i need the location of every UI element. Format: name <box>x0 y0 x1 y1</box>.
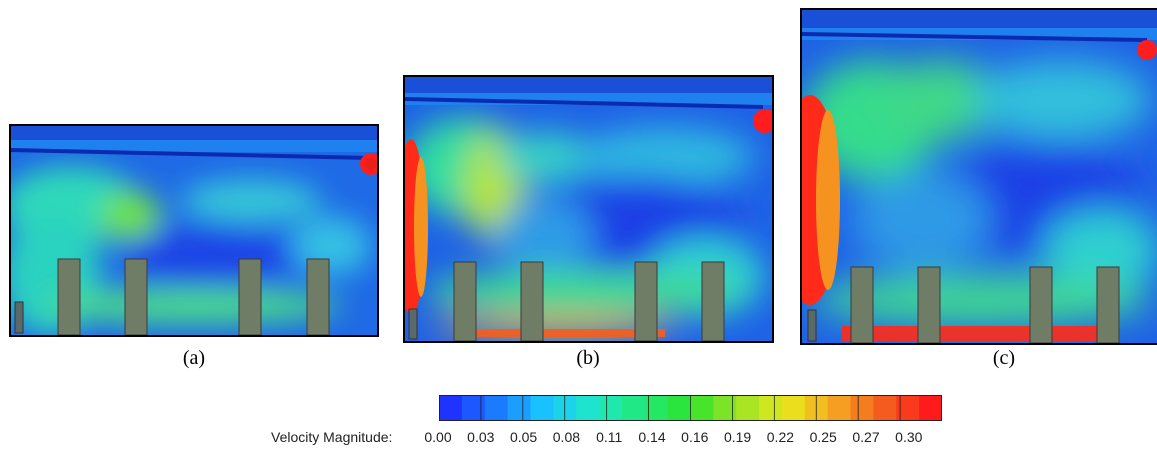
colorbar-segment <box>507 395 531 421</box>
obstacle-column <box>1096 266 1120 343</box>
caption-b: (b) <box>576 347 600 369</box>
obstacle-column <box>850 266 874 343</box>
colorbar-segment <box>736 395 760 421</box>
colorbar-tick-label: 0.27 <box>852 429 880 445</box>
caption-a: (a) <box>182 347 206 369</box>
colorbar-segment <box>484 395 509 421</box>
inlet-duct <box>14 301 24 334</box>
colorbar-tick-label: 0.00 <box>424 429 452 445</box>
obstacle-column <box>917 266 941 343</box>
colorbar-tick-label: 0.30 <box>895 429 923 445</box>
colorbar-segment <box>621 395 646 421</box>
velocity-field-c <box>802 10 1157 343</box>
colorbar-segment <box>827 395 852 421</box>
colorbar-segment <box>850 395 874 421</box>
colorbar-tick-label: 0.05 <box>509 429 538 445</box>
colorbar-segment <box>781 395 806 421</box>
colorbar-segment <box>759 395 783 421</box>
colorbar-tick-label: 0.25 <box>809 429 837 445</box>
inlet-duct <box>807 309 817 342</box>
velocity-field-a <box>11 126 377 335</box>
colorbar-tick-label: 0.14 <box>638 429 666 445</box>
obstacle-column <box>306 258 330 335</box>
obstacle-column <box>634 261 658 341</box>
colorbar <box>439 395 942 421</box>
colorbar-segment <box>667 395 691 421</box>
colorbar-segment <box>713 395 737 421</box>
obstacle-column <box>520 261 544 341</box>
colorbar-segment <box>896 395 920 421</box>
colorbar-segment <box>439 395 463 421</box>
colorbar-tick-label: 0.11 <box>596 429 623 445</box>
caption-c: (c) <box>992 347 1016 369</box>
velocity-field-b <box>405 77 772 341</box>
obstacle-column <box>1029 266 1053 343</box>
colorbar-segment <box>690 395 714 421</box>
panel-c <box>800 8 1157 345</box>
obstacle-column <box>124 258 148 335</box>
colorbar-tick-label: 0.19 <box>723 429 752 445</box>
colorbar-tick-label: 0.16 <box>681 429 709 445</box>
colorbar-segment <box>919 395 942 421</box>
inlet-duct <box>408 308 418 340</box>
colorbar-segment <box>644 395 669 421</box>
colorbar-tick-label: 0.08 <box>552 429 581 445</box>
colorbar-segment <box>461 395 486 421</box>
colorbar-segment <box>530 395 554 421</box>
obstacle-column <box>701 261 725 341</box>
obstacle-column <box>57 258 81 335</box>
colorbar-tick-label: 0.22 <box>766 429 795 445</box>
colorbar-label: Velocity Magnitude: <box>271 429 393 445</box>
colorbar-segment <box>599 395 623 421</box>
panel-b <box>403 75 774 343</box>
obstacle-column <box>238 258 262 335</box>
panel-a <box>9 124 379 337</box>
colorbar-segment <box>873 395 897 421</box>
obstacle-column <box>453 261 477 341</box>
colorbar-tick-label: 0.03 <box>467 429 495 445</box>
colorbar-border <box>439 395 942 421</box>
colorbar-segment <box>576 395 600 421</box>
